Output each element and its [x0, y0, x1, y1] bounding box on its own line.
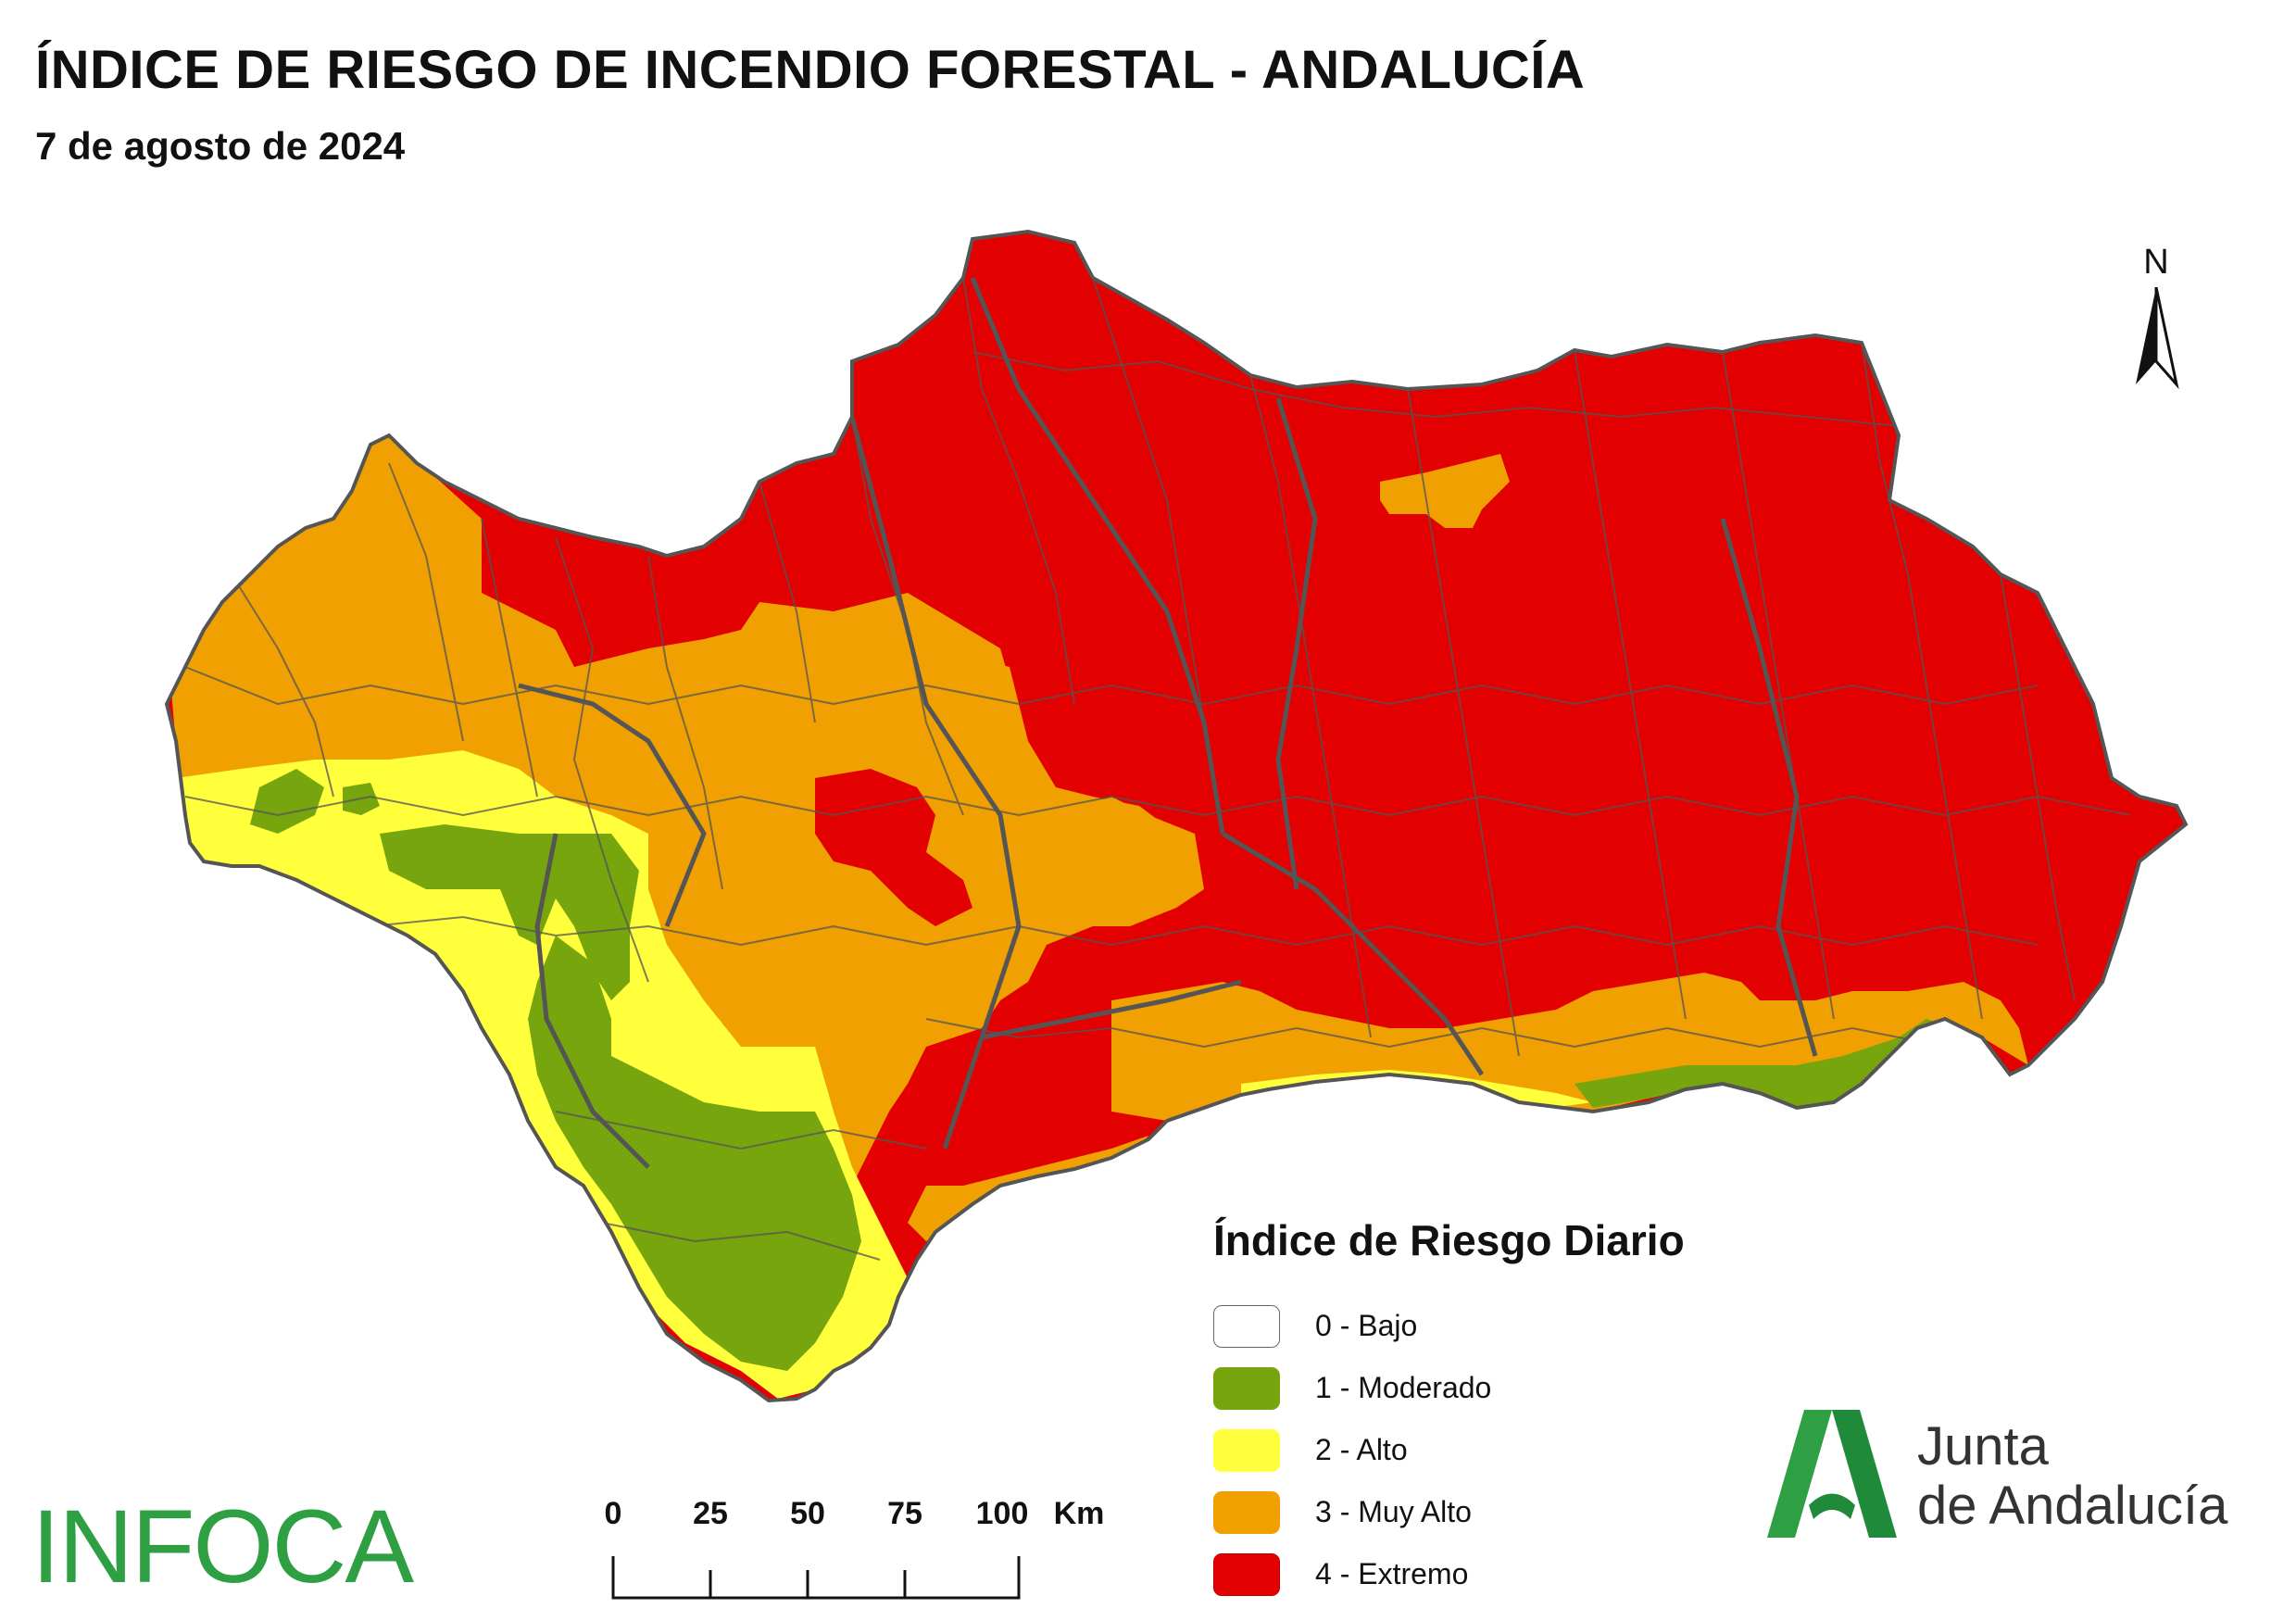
- legend-item-extremo: 4 - Extremo: [1213, 1543, 1862, 1605]
- legend-swatch: [1213, 1490, 1280, 1534]
- risk-zone-moderate: [250, 769, 324, 834]
- risk-zone-moderate: [1575, 1019, 1991, 1108]
- legend-swatch: [1213, 1552, 1280, 1596]
- legend: Índice de Riesgo Diario 0 - Bajo 1 - Mod…: [1213, 1215, 1862, 1605]
- risk-zone-very-high: [1380, 454, 1510, 528]
- junta-line-2: de Andalucía: [1917, 1476, 2228, 1536]
- scale-tick-label: 25: [693, 1496, 728, 1531]
- risk-zone-extreme: [815, 769, 972, 926]
- legend-item-moderado: 1 - Moderado: [1213, 1357, 1862, 1419]
- legend-label: 4 - Extremo: [1315, 1557, 1469, 1590]
- scale-bar-line: [611, 1556, 1021, 1600]
- risk-zone-moderate: [380, 824, 639, 1000]
- north-arrow: N: [2128, 243, 2202, 391]
- junta-line-1: Junta: [1917, 1416, 2049, 1476]
- map-title: ÍNDICE DE RIESGO DE INCENDIO FORESTAL - …: [35, 40, 1586, 100]
- scale-tick-label: 0: [604, 1496, 622, 1531]
- legend-swatch: [1213, 1428, 1280, 1472]
- north-label: N: [2143, 243, 2169, 282]
- junta-andalucia-logo-icon: [1767, 1410, 1897, 1538]
- scale-tick-label: 100: [975, 1496, 1029, 1531]
- legend-item-alto: 2 - Alto: [1213, 1419, 1862, 1481]
- legend-title: Índice de Riesgo Diario: [1213, 1216, 1685, 1264]
- risk-zone-moderate: [528, 936, 861, 1371]
- province-boundaries: [518, 277, 1818, 1169]
- legend-label: 3 - Muy Alto: [1315, 1495, 1472, 1528]
- legend-item-muy-alto: 3 - Muy Alto: [1213, 1481, 1862, 1543]
- legend-label: 0 - Bajo: [1315, 1309, 1418, 1342]
- map-date: 7 de agosto de 2024: [35, 124, 406, 168]
- north-arrow-icon: [2136, 287, 2179, 389]
- legend-swatch: [1213, 1304, 1280, 1348]
- legend-swatch: [1213, 1366, 1280, 1410]
- scale-tick-label: 50: [790, 1496, 825, 1531]
- scale-bar: 0 25 50 75 100 Km: [602, 1496, 1121, 1607]
- legend-item-bajo: 0 - Bajo: [1213, 1295, 1862, 1357]
- scale-tick-label: 75: [887, 1496, 922, 1531]
- legend-label: 2 - Alto: [1315, 1433, 1408, 1466]
- legend-label: 1 - Moderado: [1315, 1371, 1492, 1404]
- infoca-logo-text: INFOCA: [31, 1489, 414, 1604]
- junta-andalucia-text: Junta de Andalucía: [1917, 1417, 2227, 1536]
- scale-unit-label: Km: [1053, 1496, 1105, 1531]
